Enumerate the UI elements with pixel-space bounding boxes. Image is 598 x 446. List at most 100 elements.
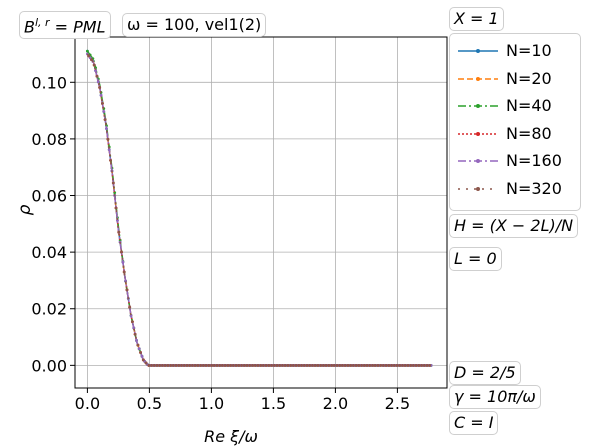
- series-marker: [406, 363, 410, 367]
- series-marker: [294, 363, 298, 367]
- series-marker: [169, 363, 173, 367]
- series-marker: [248, 363, 252, 367]
- series-marker: [384, 363, 388, 367]
- legend-label: N=20: [506, 68, 552, 88]
- series-marker: [101, 102, 104, 105]
- legend-swatch-marker: [476, 49, 480, 53]
- series-marker: [256, 363, 260, 367]
- series-n-80: [86, 53, 433, 367]
- series-marker: [218, 363, 222, 367]
- legend-entry: N=80: [450, 123, 580, 147]
- legend-swatch: [458, 76, 498, 81]
- series-marker: [182, 363, 186, 367]
- y-tick-label: 0.08: [31, 130, 67, 149]
- y-tick-label: 0.06: [31, 187, 67, 206]
- series-marker: [128, 305, 132, 309]
- y-tick-label: 0.04: [31, 243, 67, 262]
- series-marker: [324, 363, 328, 367]
- series-marker: [147, 363, 151, 367]
- x-param-box: X = 1: [449, 7, 504, 31]
- series-line: [86, 53, 433, 367]
- series-marker: [114, 206, 118, 210]
- bc-superscript: l, r: [34, 16, 50, 29]
- legend-label: N=10: [506, 41, 552, 60]
- series-n-20: [86, 53, 433, 367]
- x-tick-label: 2.5: [385, 394, 410, 413]
- series-marker: [180, 363, 183, 367]
- series-marker: [120, 250, 123, 254]
- series-marker: [251, 363, 254, 367]
- h-param-box: H = (X − 2L)/N: [449, 214, 579, 238]
- series-marker: [420, 363, 423, 367]
- series-marker: [390, 363, 393, 367]
- legend-label: N=80: [506, 123, 552, 143]
- series-marker: [185, 363, 189, 367]
- series-marker: [332, 363, 336, 367]
- series-marker: [286, 363, 290, 367]
- series-marker: [414, 363, 418, 367]
- series-marker: [319, 363, 323, 367]
- series-marker: [144, 361, 148, 365]
- series-marker: [201, 363, 205, 367]
- x-tick-label: 0.0: [75, 394, 100, 413]
- series-marker: [395, 363, 399, 367]
- x-tick-label: 0.5: [137, 394, 162, 413]
- legend-swatch-marker: [476, 76, 480, 81]
- series-marker: [177, 363, 181, 367]
- series-marker: [245, 363, 249, 367]
- series-marker: [107, 148, 111, 152]
- legend-entry: N=10: [450, 40, 580, 64]
- series-marker: [373, 363, 377, 367]
- series-marker: [371, 363, 374, 367]
- series-marker: [221, 363, 224, 367]
- series-marker: [338, 363, 342, 367]
- series-marker: [422, 363, 426, 367]
- series-n-160: [86, 52, 433, 367]
- series-marker: [196, 363, 200, 367]
- series-marker: [417, 363, 421, 367]
- legend-entry: N=320: [450, 178, 580, 202]
- series-marker: [150, 363, 153, 367]
- series-marker: [392, 363, 396, 367]
- series-marker: [398, 363, 402, 367]
- series-marker: [158, 363, 162, 367]
- plot-frame: [74, 36, 448, 389]
- series-marker: [270, 363, 273, 367]
- data-series: [86, 49, 433, 367]
- series-marker: [343, 363, 347, 367]
- series-line: [86, 53, 433, 367]
- series-marker: [96, 80, 100, 84]
- legend-swatch: [458, 131, 498, 136]
- series-marker: [341, 363, 344, 367]
- series-marker: [362, 363, 366, 367]
- series-marker: [86, 49, 89, 53]
- legend-swatch: [458, 186, 498, 191]
- series-marker: [401, 363, 404, 367]
- series-marker: [136, 343, 140, 347]
- series-marker: [261, 363, 265, 367]
- series-marker: [212, 363, 216, 367]
- series-marker: [155, 363, 159, 367]
- series-marker: [137, 347, 141, 351]
- series-marker: [191, 363, 194, 367]
- series-marker: [99, 93, 103, 97]
- legend-swatch: [458, 104, 498, 108]
- series-marker: [368, 363, 372, 367]
- series-marker: [283, 363, 287, 367]
- series-marker: [381, 363, 385, 367]
- series-line: [86, 53, 433, 367]
- series-marker: [360, 363, 363, 367]
- series-marker: [387, 363, 391, 367]
- y-axis-label: ρ: [15, 204, 35, 215]
- series-marker: [152, 363, 156, 367]
- legend-label: N=40: [506, 96, 552, 115]
- series-marker: [193, 363, 197, 367]
- series-marker: [140, 354, 144, 358]
- legend-label: N=160: [506, 151, 562, 170]
- x-tick-label: 1.5: [261, 394, 286, 413]
- series-marker: [409, 363, 413, 367]
- series-marker: [215, 363, 219, 367]
- series-marker: [272, 363, 276, 367]
- legend-entry: N=40: [450, 95, 580, 119]
